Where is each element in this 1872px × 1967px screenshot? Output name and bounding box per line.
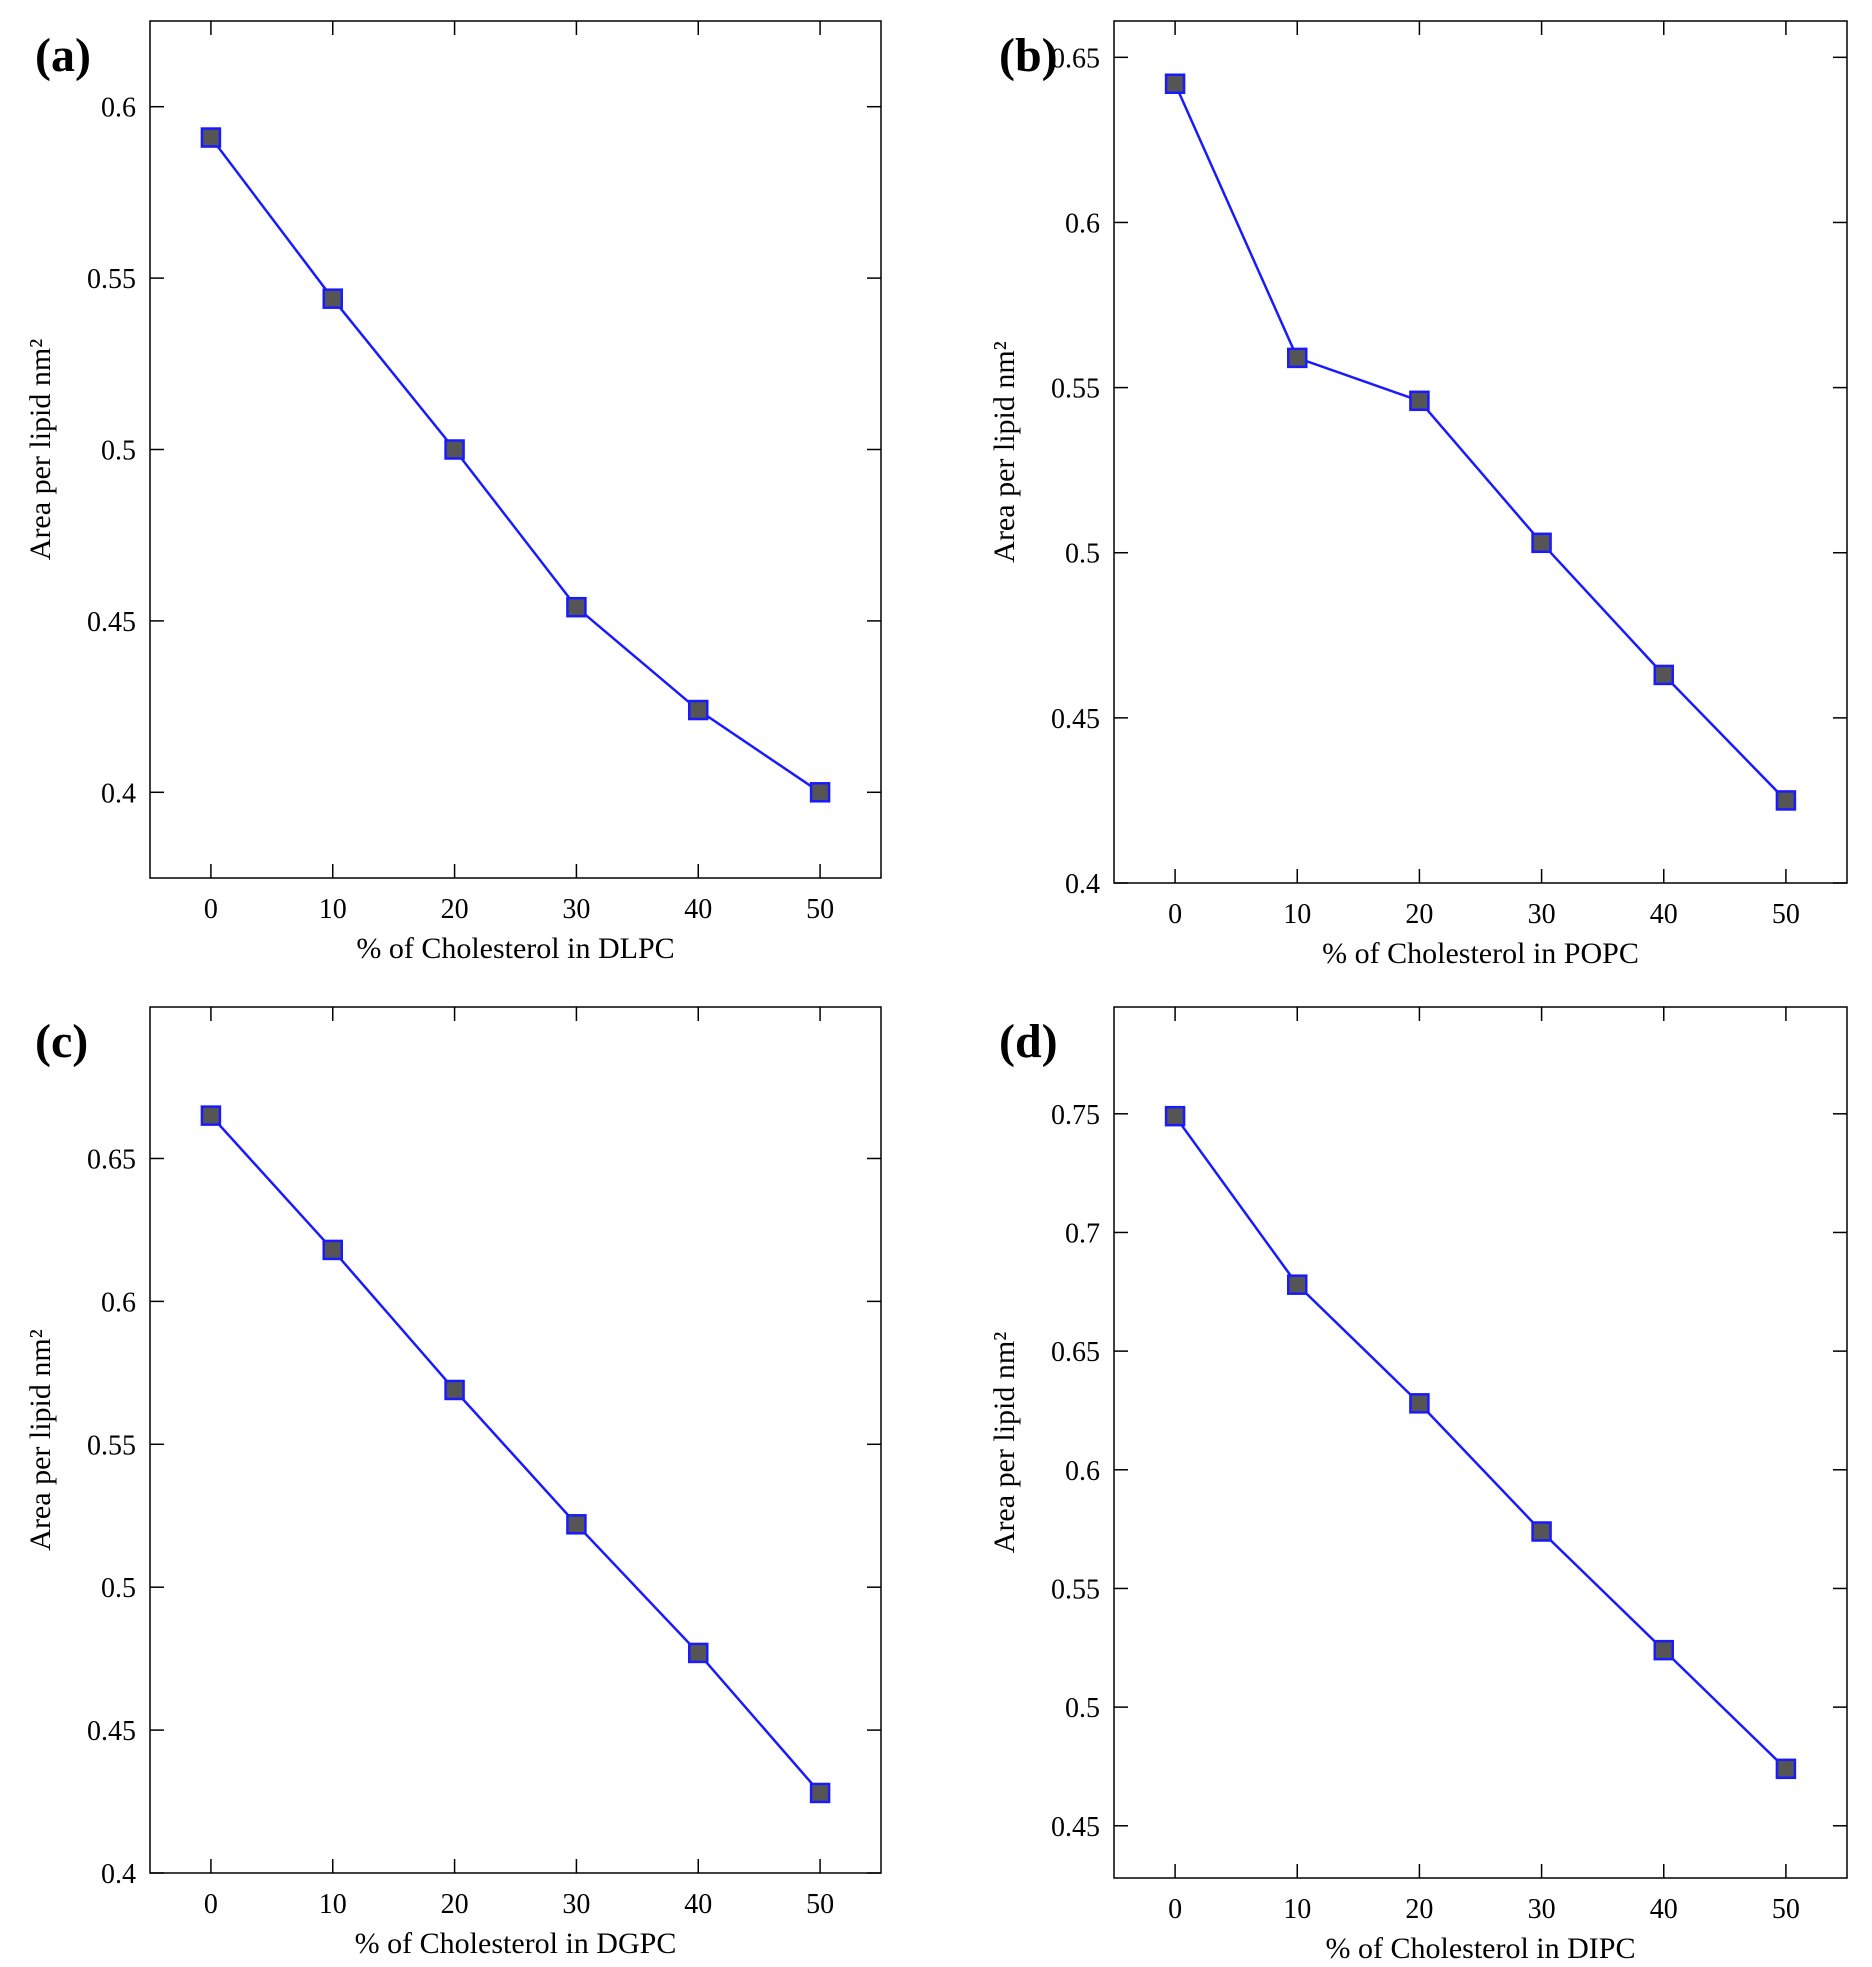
y-tick-label: 0.45 xyxy=(1051,704,1100,735)
panel-label: (a) xyxy=(35,29,91,82)
x-tick-label: 10 xyxy=(319,894,347,925)
marker xyxy=(1287,1274,1308,1295)
y-tick-label: 0.6 xyxy=(1065,1456,1100,1487)
marker xyxy=(1287,347,1308,369)
y-tick-label: 0.4 xyxy=(1065,869,1100,900)
x-tick-label: 20 xyxy=(1405,1894,1433,1925)
marker xyxy=(566,596,587,618)
marker xyxy=(1531,1521,1552,1542)
marker xyxy=(322,1239,343,1261)
y-tick-label: 0.45 xyxy=(87,607,136,638)
x-tick-label: 20 xyxy=(441,894,469,925)
x-tick-label: 40 xyxy=(1650,1894,1678,1925)
y-axis-label: Area per lipid nm² xyxy=(24,339,57,560)
marker xyxy=(1164,1105,1186,1127)
y-tick-label: 0.5 xyxy=(1065,539,1100,570)
y-tick-label: 0.6 xyxy=(1065,208,1100,239)
y-tick-label: 0.5 xyxy=(1065,1693,1100,1724)
y-tick-label: 0.55 xyxy=(87,264,136,295)
y-axis-label: Area per lipid nm² xyxy=(24,1329,57,1550)
y-axis-label: Area per lipid nm² xyxy=(988,341,1021,562)
x-tick-label: 10 xyxy=(1283,899,1311,930)
x-tick-label: 50 xyxy=(806,1889,834,1920)
marker xyxy=(1775,790,1797,811)
panel-label: (d) xyxy=(999,1015,1058,1068)
x-tick-label: 50 xyxy=(1772,1894,1800,1925)
data-line xyxy=(209,136,821,794)
marker xyxy=(200,1105,222,1126)
marker xyxy=(1775,1758,1797,1780)
y-axis-label: Area per lipid nm² xyxy=(988,1332,1021,1553)
x-tick-label: 20 xyxy=(1405,899,1433,930)
plot-frame xyxy=(1113,20,1848,884)
x-axis-label: % of Cholesterol in DIPC xyxy=(1326,1932,1636,1965)
x-tick-label: 0 xyxy=(1168,899,1182,930)
panel-label: (c) xyxy=(35,1015,88,1068)
marker xyxy=(322,288,343,309)
x-tick-label: 40 xyxy=(684,894,712,925)
x-tick-label: 30 xyxy=(1528,899,1556,930)
marker xyxy=(809,782,831,803)
y-tick-label: 0.45 xyxy=(1051,1812,1100,1843)
y-tick-label: 0.65 xyxy=(1051,43,1100,74)
y-tick-label: 0.55 xyxy=(87,1430,136,1461)
y-tick-label: 0.45 xyxy=(87,1716,136,1747)
marker xyxy=(1164,73,1186,95)
x-tick-label: 0 xyxy=(204,1889,218,1920)
marker xyxy=(688,1642,709,1664)
x-tick-label: 0 xyxy=(204,894,218,925)
marker xyxy=(1653,1639,1674,1661)
x-tick-label: 50 xyxy=(806,894,834,925)
plot-frame xyxy=(149,1006,882,1874)
panel-label: (b) xyxy=(999,29,1058,82)
data-line xyxy=(209,1114,822,1794)
x-tick-label: 20 xyxy=(441,1889,469,1920)
x-tick-label: 40 xyxy=(684,1889,712,1920)
data-line xyxy=(1173,83,1787,802)
x-axis-label: % of Cholesterol in DGPC xyxy=(355,1927,677,1960)
x-axis-label: % of Cholesterol in POPC xyxy=(1322,937,1639,970)
x-tick-label: 10 xyxy=(319,1889,347,1920)
data-line xyxy=(1174,1115,1787,1770)
y-tick-label: 0.75 xyxy=(1051,1100,1100,1131)
y-tick-label: 0.65 xyxy=(87,1144,136,1175)
marker xyxy=(1409,390,1430,412)
marker xyxy=(1409,1393,1430,1414)
marker xyxy=(444,1379,465,1401)
x-tick-label: 30 xyxy=(562,894,590,925)
marker xyxy=(200,127,222,148)
marker xyxy=(688,699,709,721)
y-tick-label: 0.4 xyxy=(101,778,136,809)
y-tick-label: 0.6 xyxy=(101,93,136,124)
marker xyxy=(1531,532,1552,554)
panel: 0 10 20 30 40 50 0.4 0.45 0.5 0.55 0.6 0.65 % of Cho… xyxy=(988,20,1848,970)
x-tick-label: 30 xyxy=(562,1889,590,1920)
plot-frame xyxy=(149,20,882,879)
marker xyxy=(566,1514,587,1535)
y-tick-label: 0.5 xyxy=(101,1573,136,1604)
x-tick-label: 40 xyxy=(1650,899,1678,930)
x-tick-label: 0 xyxy=(1168,1894,1182,1925)
x-tick-label: 30 xyxy=(1528,1894,1556,1925)
panel: 0 10 20 30 40 50 0.4 0.45 0.5 0.55 0.6 0.65 % of Cho… xyxy=(24,1006,882,1960)
y-tick-label: 0.7 xyxy=(1065,1218,1100,1249)
x-axis-label: % of Cholesterol in DLPC xyxy=(356,932,674,965)
y-tick-label: 0.6 xyxy=(101,1287,136,1318)
marker xyxy=(809,1782,831,1804)
y-tick-label: 0.65 xyxy=(1051,1337,1100,1368)
x-tick-label: 50 xyxy=(1772,899,1800,930)
x-tick-label: 10 xyxy=(1283,1894,1311,1925)
panel: 0 10 20 30 40 50 0.45 0.5 0.55 0.6 0.65 0.7 0.75 % of… xyxy=(988,1006,1848,1965)
y-tick-label: 0.55 xyxy=(1051,374,1100,405)
plot-frame xyxy=(1113,1006,1848,1879)
panel: 0 10 20 30 40 50 0.4 0.45 0.5 0.55 0.6 % of Cholest… xyxy=(24,20,882,965)
y-tick-label: 0.4 xyxy=(101,1859,136,1890)
y-tick-label: 0.55 xyxy=(1051,1574,1100,1605)
y-tick-label: 0.5 xyxy=(101,436,136,467)
marker xyxy=(444,439,465,460)
marker xyxy=(1653,664,1674,686)
